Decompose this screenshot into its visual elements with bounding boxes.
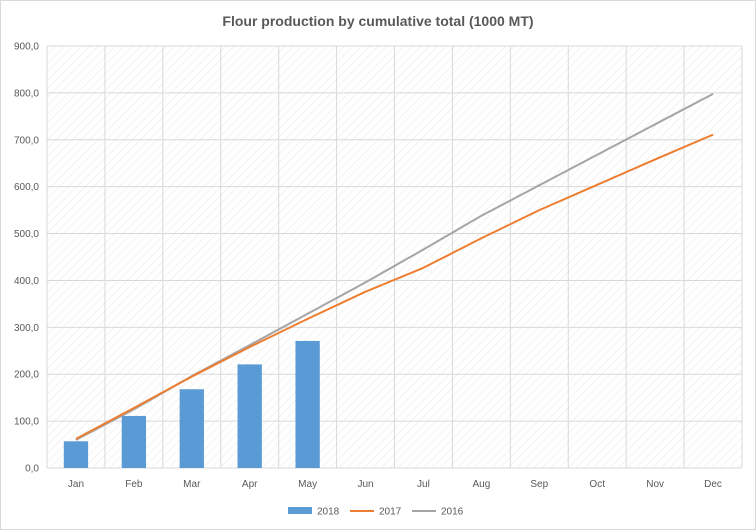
y-tick-label: 200,0	[14, 370, 39, 381]
y-tick-label: 900,0	[14, 42, 39, 53]
x-tick-label: Jan	[68, 479, 84, 490]
x-tick-label: Dec	[704, 479, 722, 490]
y-tick-label: 700,0	[14, 135, 39, 146]
x-tick-label: Sep	[530, 479, 548, 490]
legend-swatch	[288, 507, 312, 514]
legend-label: 2016	[441, 507, 464, 518]
y-tick-label: 800,0	[14, 88, 39, 99]
x-axis-ticks: Jan Feb Mar Apr May Jun Jul Aug Sep Oct Nov Dec	[68, 479, 722, 490]
x-tick-label: Jul	[417, 479, 430, 490]
y-tick-label: 600,0	[14, 182, 39, 193]
x-tick-label: Jun	[357, 479, 373, 490]
x-tick-label: Aug	[472, 479, 490, 490]
x-tick-label: Nov	[646, 479, 664, 490]
y-tick-label: 500,0	[14, 229, 39, 240]
legend: 2018 2017 2016	[288, 507, 464, 518]
legend-label: 2018	[317, 507, 340, 518]
y-tick-label: 400,0	[14, 276, 39, 287]
y-tick-label: 100,0	[14, 417, 39, 428]
y-axis-ticks: 0,0 100,0 200,0 300,0 400,0 500,0 600,0 700,0 80…	[14, 42, 39, 475]
chart-title: Flour production by cumulative total (10…	[222, 13, 533, 29]
x-tick-label: Mar	[183, 479, 201, 490]
bar	[295, 340, 320, 468]
y-tick-label: 0,0	[25, 464, 39, 475]
x-tick-label: Feb	[125, 479, 143, 490]
x-tick-label: May	[298, 479, 317, 490]
bar	[179, 389, 204, 468]
line-series	[75, 92, 714, 441]
bar-series	[63, 340, 320, 468]
x-tick-label: Apr	[242, 479, 258, 490]
series-line-2017	[75, 133, 714, 440]
gridlines	[46, 45, 743, 469]
bar	[121, 415, 147, 468]
y-tick-label: 300,0	[14, 323, 39, 334]
bar	[237, 364, 262, 468]
legend-label: 2017	[379, 507, 402, 518]
bar	[63, 441, 89, 468]
x-tick-label: Oct	[589, 479, 605, 490]
